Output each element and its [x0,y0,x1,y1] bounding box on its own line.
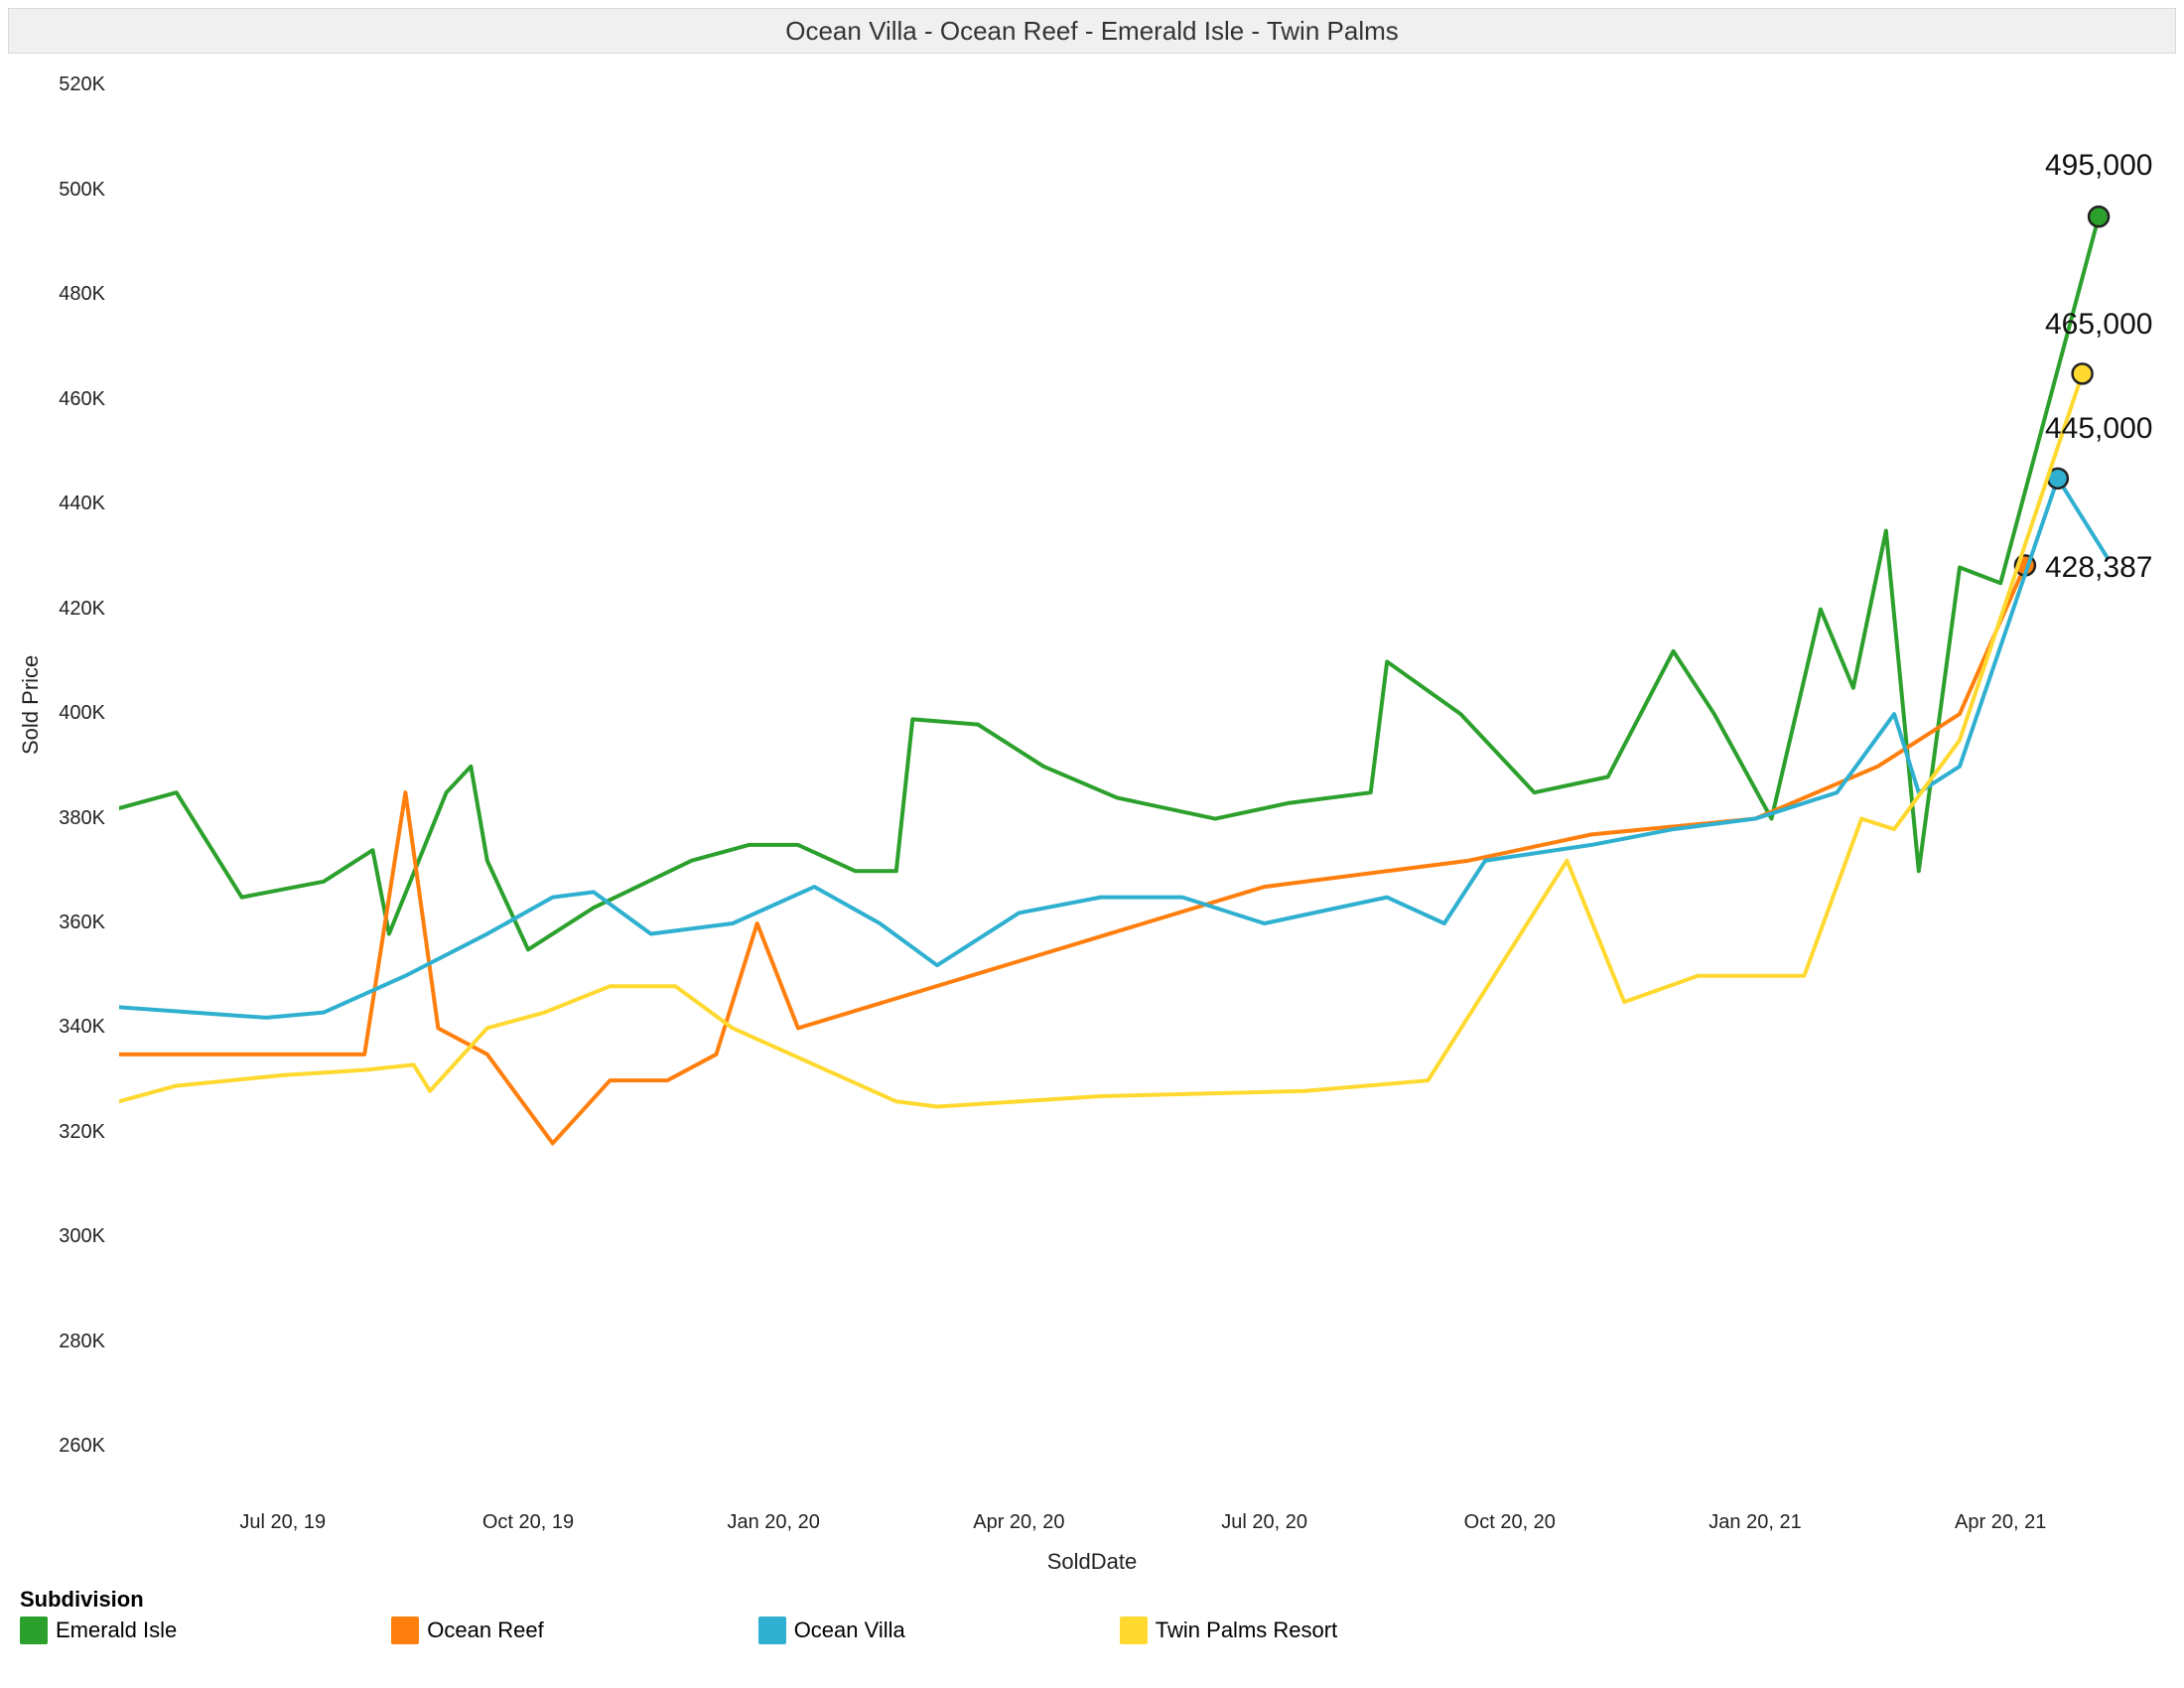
series-line [119,479,2107,1018]
legend-label: Emerald Isle [56,1618,177,1643]
legend-swatch [391,1617,419,1644]
legend-title: Subdivision [20,1587,1337,1613]
legend-label: Ocean Reef [427,1618,543,1643]
y-tick-label: 500K [26,179,105,202]
y-tick-label: 340K [26,1016,105,1039]
series-line [119,216,2099,949]
x-tick-label: Jan 20, 21 [1708,1511,1801,1534]
y-tick-label: 380K [26,807,105,830]
legend-swatch [758,1617,786,1644]
x-tick-label: Jul 20, 20 [1221,1511,1307,1534]
x-tick-label: Oct 20, 19 [482,1511,574,1534]
series-end-label: 495,000 [2045,149,2152,183]
x-tick-label: Apr 20, 20 [973,1511,1064,1534]
y-tick-label: 280K [26,1331,105,1353]
y-tick-label: 400K [26,702,105,725]
y-tick-label: 300K [26,1225,105,1248]
y-tick-label: 460K [26,388,105,411]
series-end-label: 428,387 [2045,551,2152,585]
legend-swatch [1120,1617,1148,1644]
series-line [119,373,2083,1106]
x-tick-label: Jan 20, 20 [727,1511,819,1534]
y-tick-label: 360K [26,912,105,934]
line-chart [119,60,2164,1499]
y-tick-label: 320K [26,1121,105,1144]
x-tick-label: Apr 20, 21 [1955,1511,2046,1534]
y-tick-label: 440K [26,492,105,515]
x-axis-label: SoldDate [0,1549,2184,1575]
y-tick-label: 260K [26,1435,105,1458]
series-end-marker [2089,207,2109,226]
legend-label: Twin Palms Resort [1156,1618,1337,1643]
series-end-label: 465,000 [2045,308,2152,342]
legend: Subdivision Emerald Isle Ocean Reef Ocean … [20,1587,1337,1644]
legend-item: Ocean Villa [758,1617,905,1644]
series-end-label: 445,000 [2045,412,2152,446]
legend-swatch [20,1617,48,1644]
series-end-marker [2073,363,2093,383]
series-line [119,565,2025,1143]
y-tick-label: 520K [26,73,105,96]
x-tick-label: Oct 20, 20 [1464,1511,1556,1534]
x-tick-label: Jul 20, 19 [239,1511,326,1534]
y-tick-label: 420K [26,598,105,621]
legend-item: Twin Palms Resort [1120,1617,1337,1644]
chart-title-bar: Ocean Villa - Ocean Reef - Emerald Isle … [8,8,2176,54]
y-tick-label: 480K [26,283,105,306]
legend-item: Emerald Isle [20,1617,177,1644]
chart-title: Ocean Villa - Ocean Reef - Emerald Isle … [785,16,1399,47]
legend-item: Ocean Reef [391,1617,543,1644]
legend-label: Ocean Villa [794,1618,905,1643]
